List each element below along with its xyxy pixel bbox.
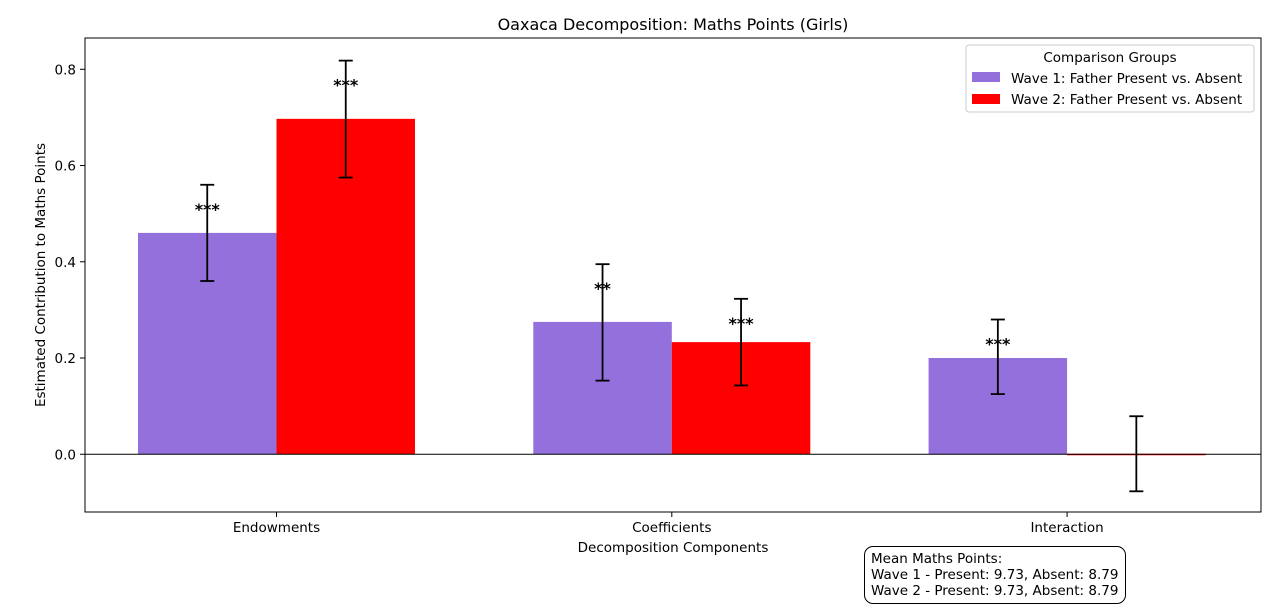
legend-title: Comparison Groups bbox=[1043, 50, 1176, 66]
legend: Comparison Groups Wave 1: Father Present… bbox=[965, 44, 1255, 113]
axes-frame bbox=[84, 37, 1262, 513]
significance-marker: *** bbox=[195, 200, 221, 219]
y-tick-label: 0.2 bbox=[55, 351, 76, 367]
x-axis-label: Decomposition Components bbox=[578, 540, 769, 556]
legend-swatch-wave-1 bbox=[972, 72, 1000, 82]
legend-box bbox=[965, 44, 1255, 113]
y-axis-label: Estimated Contribution to Maths Points bbox=[33, 143, 49, 407]
legend-label-wave-2: Wave 2: Father Present vs. Absent bbox=[1011, 92, 1242, 108]
significance-marker: *** bbox=[985, 335, 1011, 354]
chart-title: Oaxaca Decomposition: Maths Points (Girl… bbox=[498, 15, 849, 34]
y-tick-label: 0.4 bbox=[55, 255, 76, 271]
x-tick-label-interaction: Interaction bbox=[1030, 520, 1103, 536]
annotation-line-1: Mean Maths Points: bbox=[871, 551, 1003, 567]
x-tick-label-endowments: Endowments bbox=[233, 520, 320, 536]
mean-points-annotation: Mean Maths Points: Wave 1 - Present: 9.7… bbox=[864, 546, 1126, 604]
legend-swatch-wave-2 bbox=[972, 94, 1000, 104]
x-tick-label-coefficients: Coefficients bbox=[632, 520, 711, 536]
y-tick-label: 0.0 bbox=[55, 447, 76, 463]
annotation-line-2: Wave 1 - Present: 9.73, Absent: 8.79 bbox=[871, 567, 1119, 583]
significance-marker: ** bbox=[594, 279, 611, 298]
legend-label-wave-1: Wave 1: Father Present vs. Absent bbox=[1011, 71, 1242, 87]
y-tick-label: 0.8 bbox=[55, 62, 76, 78]
y-tick-label: 0.6 bbox=[55, 159, 76, 175]
annotation-line-3: Wave 2 - Present: 9.73, Absent: 8.79 bbox=[871, 583, 1119, 599]
significance-marker: *** bbox=[333, 76, 359, 95]
significance-marker: *** bbox=[728, 314, 754, 333]
